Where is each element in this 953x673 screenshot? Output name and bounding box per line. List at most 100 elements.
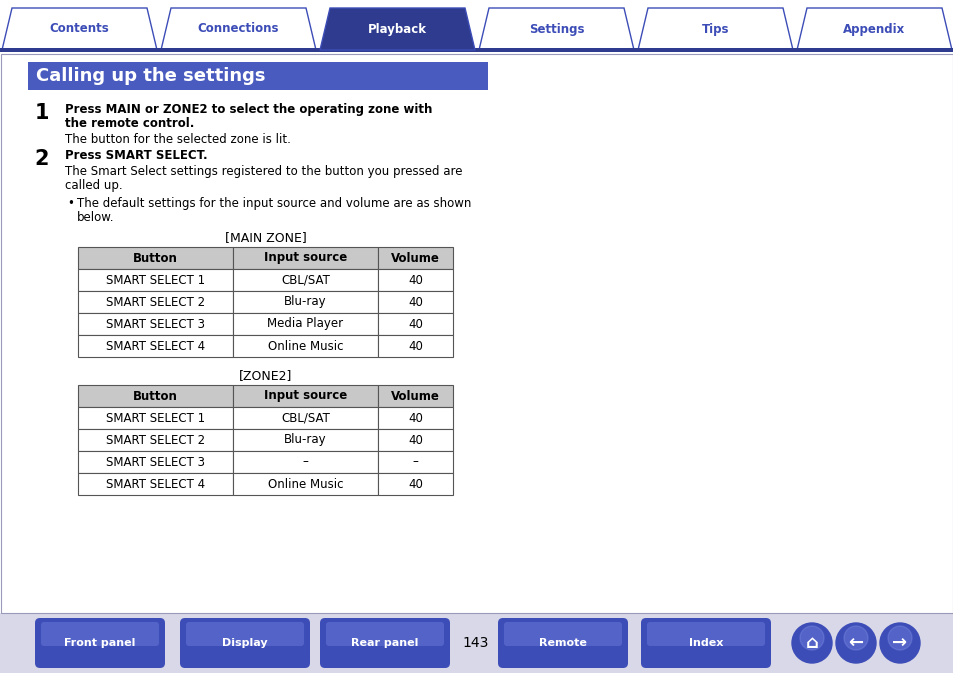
Text: Input source: Input source bbox=[264, 252, 347, 264]
Bar bbox=[233, 291, 377, 313]
Bar bbox=[377, 313, 453, 335]
Text: Display: Display bbox=[222, 638, 268, 648]
Bar bbox=[0, 48, 953, 52]
Text: 40: 40 bbox=[408, 478, 422, 491]
Text: 40: 40 bbox=[408, 411, 422, 425]
Text: The button for the selected zone is lit.: The button for the selected zone is lit. bbox=[65, 133, 291, 146]
Text: The default settings for the input source and volume are as shown: The default settings for the input sourc… bbox=[77, 197, 471, 210]
Text: the remote control.: the remote control. bbox=[65, 117, 194, 130]
Text: Press MAIN or ZONE2 to select the operating zone with: Press MAIN or ZONE2 to select the operat… bbox=[65, 103, 432, 116]
Circle shape bbox=[800, 626, 823, 650]
FancyBboxPatch shape bbox=[180, 618, 310, 668]
Text: SMART SELECT 4: SMART SELECT 4 bbox=[106, 478, 205, 491]
Bar bbox=[377, 385, 453, 407]
Polygon shape bbox=[161, 8, 315, 50]
Text: CBL/SAT: CBL/SAT bbox=[281, 273, 330, 287]
Bar bbox=[377, 335, 453, 357]
Circle shape bbox=[791, 623, 831, 663]
Text: Volume: Volume bbox=[391, 252, 439, 264]
Polygon shape bbox=[638, 8, 792, 50]
Text: called up.: called up. bbox=[65, 179, 123, 192]
Text: 40: 40 bbox=[408, 318, 422, 330]
Bar bbox=[233, 385, 377, 407]
Text: 143: 143 bbox=[462, 636, 489, 650]
Circle shape bbox=[835, 623, 875, 663]
Polygon shape bbox=[478, 8, 634, 50]
Text: ←: ← bbox=[847, 634, 862, 652]
Bar bbox=[78, 385, 233, 407]
Bar bbox=[0, 613, 953, 673]
Bar bbox=[233, 269, 377, 291]
Text: –: – bbox=[302, 456, 308, 468]
Text: Blu-ray: Blu-ray bbox=[284, 433, 327, 446]
Bar bbox=[377, 269, 453, 291]
Bar bbox=[1, 54, 952, 613]
Text: Appendix: Appendix bbox=[842, 22, 904, 36]
Text: Tips: Tips bbox=[701, 22, 728, 36]
Text: Rear panel: Rear panel bbox=[351, 638, 418, 648]
Text: SMART SELECT 2: SMART SELECT 2 bbox=[106, 433, 205, 446]
Text: Remote: Remote bbox=[538, 638, 586, 648]
Text: Online Music: Online Music bbox=[268, 339, 343, 353]
Bar bbox=[28, 62, 488, 90]
Text: Volume: Volume bbox=[391, 390, 439, 402]
Text: below.: below. bbox=[77, 211, 114, 224]
Bar bbox=[233, 247, 377, 269]
Text: Index: Index bbox=[688, 638, 722, 648]
Text: Connections: Connections bbox=[197, 22, 279, 36]
Text: Press SMART SELECT.: Press SMART SELECT. bbox=[65, 149, 208, 162]
Bar bbox=[78, 473, 233, 495]
Bar bbox=[78, 407, 233, 429]
Text: [MAIN ZONE]: [MAIN ZONE] bbox=[224, 231, 306, 244]
Text: 40: 40 bbox=[408, 433, 422, 446]
Circle shape bbox=[879, 623, 919, 663]
FancyBboxPatch shape bbox=[503, 622, 621, 646]
Bar bbox=[233, 473, 377, 495]
Polygon shape bbox=[2, 8, 157, 50]
Bar bbox=[377, 247, 453, 269]
Bar bbox=[377, 407, 453, 429]
Text: The Smart Select settings registered to the button you pressed are: The Smart Select settings registered to … bbox=[65, 165, 462, 178]
Text: •: • bbox=[67, 197, 73, 210]
Bar bbox=[78, 335, 233, 357]
FancyBboxPatch shape bbox=[646, 622, 764, 646]
Circle shape bbox=[843, 626, 867, 650]
Text: SMART SELECT 3: SMART SELECT 3 bbox=[106, 318, 205, 330]
Text: Calling up the settings: Calling up the settings bbox=[36, 67, 265, 85]
Text: 1: 1 bbox=[34, 103, 50, 123]
Text: 2: 2 bbox=[34, 149, 50, 169]
Text: –: – bbox=[412, 456, 418, 468]
Text: SMART SELECT 1: SMART SELECT 1 bbox=[106, 411, 205, 425]
Polygon shape bbox=[319, 8, 475, 50]
FancyBboxPatch shape bbox=[319, 618, 450, 668]
Polygon shape bbox=[796, 8, 951, 50]
Text: Blu-ray: Blu-ray bbox=[284, 295, 327, 308]
Text: Settings: Settings bbox=[528, 22, 583, 36]
Circle shape bbox=[887, 626, 911, 650]
Text: SMART SELECT 2: SMART SELECT 2 bbox=[106, 295, 205, 308]
Text: Playback: Playback bbox=[368, 22, 427, 36]
Bar bbox=[78, 247, 233, 269]
Bar bbox=[377, 473, 453, 495]
Bar bbox=[78, 269, 233, 291]
Text: SMART SELECT 3: SMART SELECT 3 bbox=[106, 456, 205, 468]
FancyBboxPatch shape bbox=[640, 618, 770, 668]
Bar bbox=[78, 451, 233, 473]
Bar bbox=[78, 429, 233, 451]
Text: →: → bbox=[891, 634, 906, 652]
Text: SMART SELECT 4: SMART SELECT 4 bbox=[106, 339, 205, 353]
FancyBboxPatch shape bbox=[186, 622, 304, 646]
Text: Front panel: Front panel bbox=[64, 638, 135, 648]
Bar bbox=[78, 291, 233, 313]
Bar bbox=[78, 313, 233, 335]
Text: Button: Button bbox=[132, 390, 178, 402]
Bar bbox=[233, 313, 377, 335]
Text: Contents: Contents bbox=[50, 22, 110, 36]
Text: CBL/SAT: CBL/SAT bbox=[281, 411, 330, 425]
Bar bbox=[377, 291, 453, 313]
FancyBboxPatch shape bbox=[497, 618, 627, 668]
Bar bbox=[377, 451, 453, 473]
Bar bbox=[233, 407, 377, 429]
Text: SMART SELECT 1: SMART SELECT 1 bbox=[106, 273, 205, 287]
Text: [ZONE2]: [ZONE2] bbox=[238, 369, 292, 382]
